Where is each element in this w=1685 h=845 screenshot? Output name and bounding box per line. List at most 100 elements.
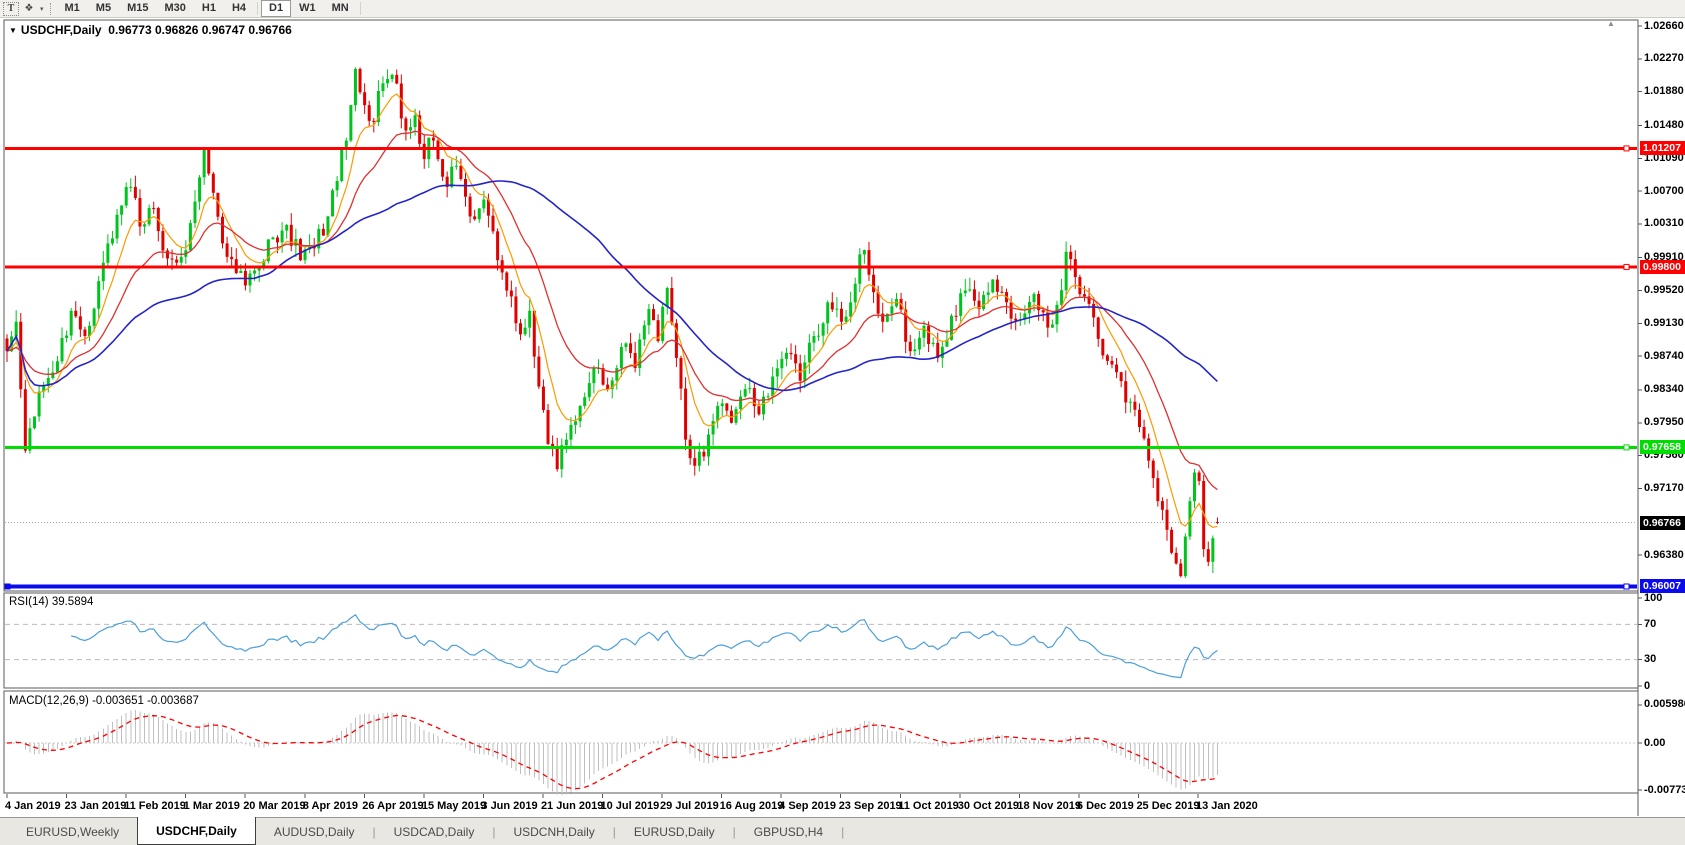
- text-tool-icon[interactable]: T: [3, 1, 19, 16]
- rsi-indicator-label: RSI(14) 39.5894: [9, 596, 94, 608]
- timeframe-button-w1[interactable]: W1: [299, 2, 316, 14]
- scroll-up-icon[interactable]: ▲: [1607, 19, 1615, 28]
- candle-body: [762, 396, 766, 415]
- candle-body: [1179, 563, 1183, 577]
- price-level-badge: 1.01207: [1640, 141, 1685, 156]
- chart-title: ▼ USDCHF,Daily 0.96773 0.96826 0.96747 0.…: [9, 23, 292, 37]
- candle-body: [1050, 324, 1054, 328]
- candle-body: [867, 250, 871, 275]
- tab-eurusd-daily[interactable]: EURUSD,Daily: [633, 824, 715, 839]
- macd-tick-label: 0.00: [1644, 736, 1666, 749]
- candle-body: [890, 306, 894, 314]
- tab-usdcnh-daily[interactable]: USDCNH,Daily: [513, 824, 595, 839]
- timeframe-button-m5[interactable]: M5: [95, 2, 112, 14]
- candle-body: [65, 335, 69, 338]
- timeframe-button-m15[interactable]: M15: [127, 2, 149, 14]
- candle-body: [1119, 372, 1123, 382]
- tab-separator: |: [612, 824, 616, 839]
- candle-body: [679, 357, 683, 389]
- candle-body: [752, 388, 756, 407]
- date-tick-label: 18 Nov 2019: [1017, 800, 1081, 812]
- timeframe-button-mn[interactable]: MN: [331, 2, 349, 14]
- tab-usdchf-daily[interactable]: USDCHF,Daily: [137, 817, 256, 845]
- candle-body: [83, 329, 87, 337]
- candle-body: [551, 443, 555, 447]
- candle-body: [363, 92, 367, 106]
- candle-body: [514, 296, 518, 324]
- date-tick-label: 4 Sep 2019: [779, 800, 837, 812]
- tab-audusd-daily[interactable]: AUDUSD,Daily: [273, 824, 355, 839]
- candle-body: [459, 165, 463, 179]
- price-tick-label: 0.99520: [1644, 284, 1684, 297]
- candle-body: [583, 397, 587, 406]
- date-tick-label: 30 Oct 2019: [957, 800, 1019, 812]
- candle-body: [441, 159, 445, 177]
- candle-body: [954, 315, 958, 317]
- candle-body: [1023, 313, 1027, 320]
- candle-body: [1215, 521, 1219, 523]
- candle-body: [574, 421, 578, 425]
- candle-body: [528, 310, 532, 328]
- candle-body: [885, 313, 889, 322]
- candle-body: [922, 325, 926, 338]
- candle-body: [647, 309, 651, 326]
- tab-gbpusd-h4[interactable]: GBPUSD,H4: [753, 824, 824, 839]
- candle-body: [858, 254, 862, 284]
- candle-body: [340, 148, 344, 182]
- chart-ohlc-values: 0.96773 0.96826 0.96747 0.96766: [108, 23, 292, 37]
- tab-eurusd-weekly[interactable]: EURUSD,Weekly: [26, 824, 120, 839]
- candle-body: [450, 166, 454, 187]
- candle-body: [106, 243, 110, 263]
- candle-body: [464, 178, 467, 197]
- candle-body: [220, 216, 224, 244]
- fast-ma-line: [6, 93, 1218, 529]
- hline-handle: [1623, 145, 1630, 152]
- price-tick-label: 1.02270: [1644, 52, 1684, 65]
- timeframe-button-h4[interactable]: H4: [231, 2, 247, 14]
- candle-body: [395, 74, 399, 84]
- rsi-tick-label: 30: [1644, 653, 1657, 666]
- tab-usdcad-daily[interactable]: USDCAD,Daily: [393, 824, 475, 839]
- medium-ma-line: [6, 130, 1218, 491]
- candle-body: [14, 321, 18, 337]
- timeframe-button-d1[interactable]: D1: [261, 0, 292, 17]
- collapse-icon[interactable]: ▼: [9, 26, 17, 35]
- candle-body: [143, 224, 147, 227]
- price-tick-label: 1.00700: [1644, 184, 1684, 197]
- candle-body: [486, 199, 490, 216]
- candle-body: [578, 405, 582, 422]
- candle-body: [165, 250, 169, 259]
- candle-body: [688, 439, 692, 459]
- candle-body: [959, 293, 963, 316]
- date-tick-label: 3 Jun 2019: [481, 800, 538, 812]
- date-tick-label: 11 Feb 2019: [124, 800, 186, 812]
- candle-body: [950, 315, 954, 340]
- candle-body: [849, 302, 853, 317]
- toolbar-divider: [257, 2, 259, 15]
- candle-body: [693, 458, 697, 466]
- candle-body: [225, 243, 229, 257]
- candle-body: [775, 368, 779, 377]
- candle-body: [743, 389, 747, 397]
- chevron-down-icon[interactable]: ▾: [40, 5, 44, 13]
- candle-body: [853, 283, 857, 303]
- candle-body: [569, 424, 573, 440]
- candle-body: [198, 177, 202, 202]
- candle-body: [995, 279, 999, 292]
- candle-body: [19, 321, 23, 390]
- candle-body: [835, 308, 839, 310]
- timeframe-button-m1[interactable]: M1: [64, 2, 80, 14]
- candle-body: [445, 176, 449, 187]
- styles-tool-icon[interactable]: ❖: [24, 3, 34, 14]
- candle-body: [326, 216, 330, 236]
- price-tick-label: 0.96380: [1644, 548, 1684, 561]
- candle-body: [138, 197, 142, 227]
- price-level-badge: 0.99800: [1640, 259, 1685, 274]
- candle-body: [739, 396, 743, 410]
- timeframe-button-m30[interactable]: M30: [164, 2, 186, 14]
- candle-body: [784, 352, 788, 359]
- timeframe-button-h1[interactable]: H1: [201, 2, 216, 14]
- candle-body: [303, 249, 307, 261]
- candle-body: [1037, 293, 1041, 311]
